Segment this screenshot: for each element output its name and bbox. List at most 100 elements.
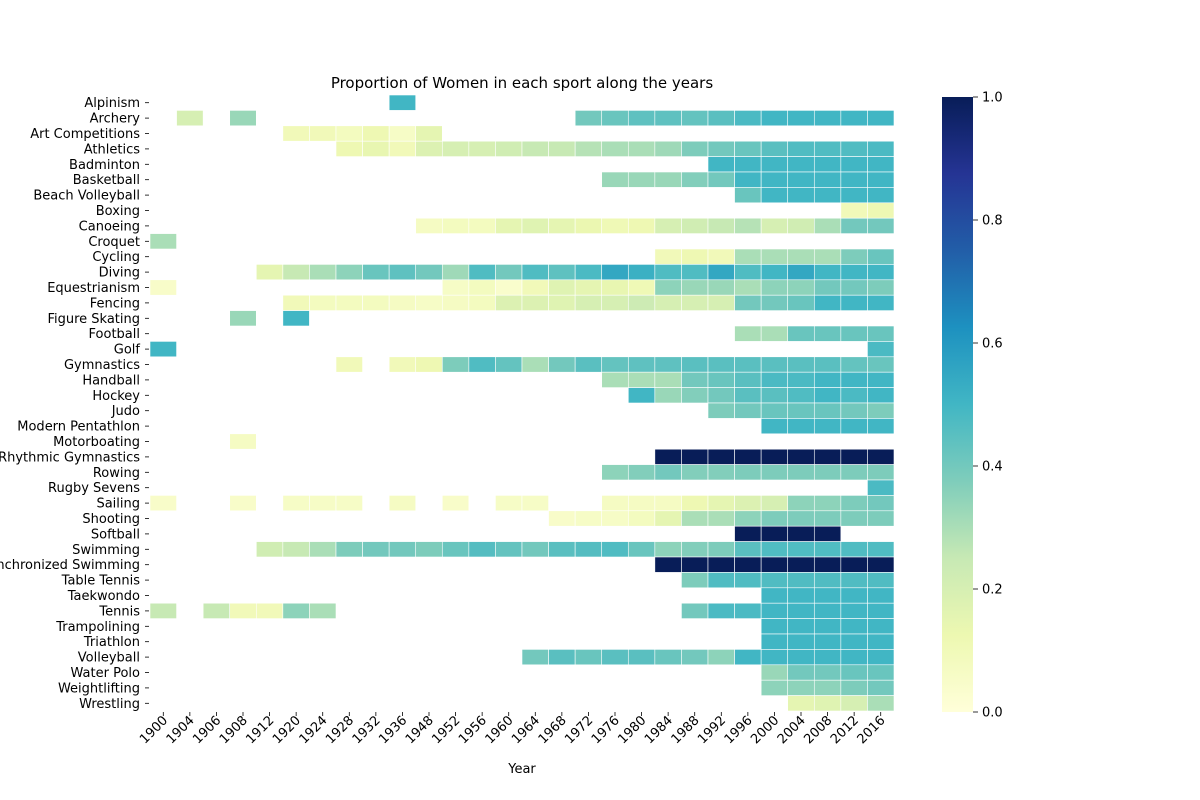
heatmap-cell bbox=[388, 541, 417, 558]
heatmap-cell bbox=[840, 140, 868, 157]
heatmap-cell bbox=[707, 110, 735, 127]
heatmap-cell bbox=[867, 479, 895, 496]
heatmap-cell bbox=[627, 279, 656, 296]
heatmap-cell bbox=[813, 217, 842, 234]
heatmap-cell bbox=[867, 602, 895, 619]
heatmap-cell bbox=[734, 541, 762, 558]
heatmap-cell bbox=[601, 356, 629, 373]
y-tick-label: Shooting bbox=[82, 512, 140, 527]
heatmap-cell bbox=[495, 140, 523, 157]
heatmap-cell bbox=[441, 264, 470, 281]
heatmap-cell bbox=[787, 187, 815, 204]
heatmap-cell bbox=[787, 171, 815, 188]
heatmap-cell bbox=[867, 356, 895, 373]
heatmap-cell bbox=[601, 264, 629, 281]
colorbar-tick-label: 0.6 bbox=[982, 337, 1003, 352]
heatmap-cell bbox=[441, 356, 470, 373]
heatmap-cell bbox=[441, 541, 470, 558]
y-tick-label: Judo bbox=[111, 404, 140, 419]
heatmap-cell bbox=[760, 602, 789, 619]
heatmap-cell bbox=[548, 294, 576, 311]
heatmap-cell bbox=[867, 402, 895, 419]
heatmap-cell bbox=[309, 264, 337, 281]
heatmap-cell bbox=[335, 140, 363, 157]
heatmap-cell bbox=[707, 248, 735, 265]
heatmap-cell bbox=[707, 541, 735, 558]
x-tick-label: 1936 bbox=[376, 713, 410, 747]
heatmap-cell bbox=[388, 125, 417, 142]
heatmap-cell bbox=[495, 279, 523, 296]
heatmap-cell bbox=[867, 618, 895, 635]
y-tick-label: Boxing bbox=[96, 204, 140, 219]
heatmap-cell bbox=[813, 633, 842, 650]
heatmap-cell bbox=[760, 371, 789, 388]
heatmap-cell bbox=[760, 325, 789, 342]
heatmap-cell bbox=[734, 525, 762, 542]
heatmap-cell bbox=[787, 572, 815, 589]
heatmap-cell bbox=[787, 679, 815, 696]
heatmap-cell bbox=[813, 572, 842, 589]
heatmap-cell bbox=[415, 356, 443, 373]
heatmap-cell bbox=[787, 510, 815, 527]
heatmap-cell bbox=[521, 495, 549, 512]
heatmap-cell bbox=[601, 464, 629, 481]
heatmap-cell bbox=[760, 649, 789, 666]
y-tick-label: Taekwondo bbox=[67, 589, 140, 604]
y-tick-label: Triathlon bbox=[83, 635, 140, 650]
heatmap-cell bbox=[468, 140, 496, 157]
heatmap-cell bbox=[309, 495, 337, 512]
heatmap-cell bbox=[255, 602, 284, 619]
x-tick-label: 1920 bbox=[270, 713, 304, 747]
heatmap-cell bbox=[867, 140, 895, 157]
heatmap-cell bbox=[282, 541, 310, 558]
heatmap-cell bbox=[707, 356, 735, 373]
heatmap-cell bbox=[627, 464, 656, 481]
heatmap-cell bbox=[441, 294, 470, 311]
heatmap-cell bbox=[787, 264, 815, 281]
heatmap-cell bbox=[734, 217, 762, 234]
heatmap-cells bbox=[149, 94, 895, 712]
heatmap-cell bbox=[840, 618, 868, 635]
heatmap-cell bbox=[654, 649, 682, 666]
heatmap-cell bbox=[309, 294, 337, 311]
heatmap-cell bbox=[681, 110, 709, 127]
heatmap-cell bbox=[548, 217, 576, 234]
heatmap-cell bbox=[362, 140, 390, 157]
heatmap-cell bbox=[707, 387, 735, 404]
heatmap-cell bbox=[813, 187, 842, 204]
heatmap-cell bbox=[681, 602, 709, 619]
heatmap-cell bbox=[813, 156, 842, 173]
heatmap-cell bbox=[681, 264, 709, 281]
heatmap-cell bbox=[813, 387, 842, 404]
heatmap-cell bbox=[654, 541, 682, 558]
heatmap-cell bbox=[840, 171, 868, 188]
heatmap-cell bbox=[813, 510, 842, 527]
x-tick-label: 1972 bbox=[562, 713, 596, 747]
heatmap-cell bbox=[654, 356, 682, 373]
heatmap-cell bbox=[813, 279, 842, 296]
x-tick-label: 1984 bbox=[642, 713, 676, 747]
x-tick-label: 1996 bbox=[722, 713, 756, 747]
heatmap-cell bbox=[867, 279, 895, 296]
heatmap-cell bbox=[149, 495, 177, 512]
y-tick-label: Art Competitions bbox=[30, 127, 140, 142]
heatmap-cell bbox=[787, 664, 815, 681]
heatmap-cell bbox=[813, 140, 842, 157]
heatmap-cell bbox=[202, 602, 231, 619]
heatmap-cell bbox=[840, 248, 868, 265]
heatmap-cell bbox=[760, 510, 789, 527]
heatmap-cell bbox=[654, 387, 682, 404]
heatmap-cell bbox=[813, 448, 842, 465]
heatmap-cell bbox=[734, 140, 762, 157]
heatmap-cell bbox=[734, 495, 762, 512]
heatmap-cell bbox=[495, 356, 523, 373]
heatmap-cell bbox=[548, 264, 576, 281]
heatmap-cell bbox=[627, 171, 656, 188]
x-axis-label: Year bbox=[507, 762, 536, 777]
y-tick-label: Croquet bbox=[88, 235, 140, 250]
heatmap-cell bbox=[574, 510, 603, 527]
heatmap-cell bbox=[867, 371, 895, 388]
heatmap-cell bbox=[707, 294, 735, 311]
heatmap-cell bbox=[840, 294, 868, 311]
